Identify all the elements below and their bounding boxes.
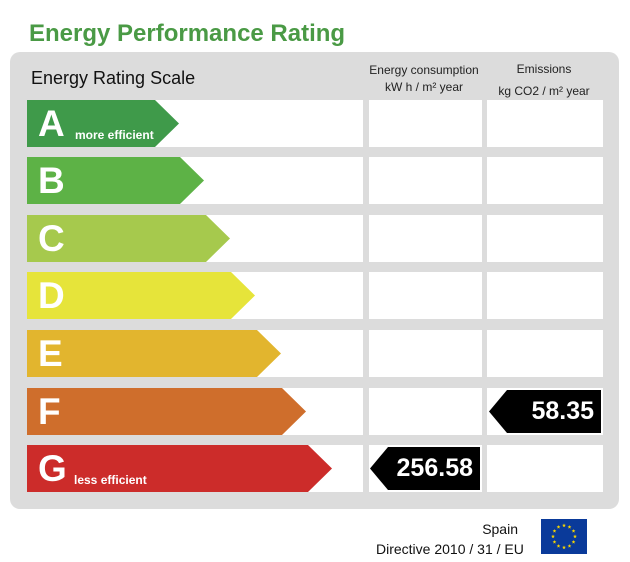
consumption-cell bbox=[369, 330, 482, 377]
rating-row-e: E bbox=[0, 330, 630, 377]
emissions-cell bbox=[487, 157, 603, 204]
flag-star bbox=[551, 534, 555, 539]
rating-bar: D bbox=[27, 272, 255, 319]
emissions-cell bbox=[487, 100, 603, 147]
rating-letter: A bbox=[38, 103, 65, 144]
consumption-cell bbox=[369, 215, 482, 262]
consumption-header-line1: Energy consumption bbox=[369, 63, 479, 77]
emissions-header-line2: kg CO2 / m² year bbox=[498, 84, 590, 98]
rating-note: more efficient bbox=[75, 128, 154, 142]
footer-directive: Directive 2010 / 31 / EU bbox=[376, 541, 524, 557]
flag-star bbox=[562, 523, 566, 528]
rating-letter: D bbox=[38, 275, 65, 316]
rating-bar: C bbox=[27, 215, 230, 262]
rating-letter: G bbox=[38, 448, 67, 489]
flag-star bbox=[567, 524, 572, 529]
rating-bar: G less efficient bbox=[27, 445, 332, 492]
emissions-cell bbox=[487, 215, 603, 262]
rating-row-c: C bbox=[0, 215, 630, 262]
consumption-column-header: Energy consumption kW h / m² year bbox=[364, 62, 484, 96]
consumption-cell bbox=[369, 157, 482, 204]
rating-letter: C bbox=[38, 218, 65, 259]
rating-bar: E bbox=[27, 330, 281, 377]
consumption-header-line2: kW h / m² year bbox=[384, 80, 463, 94]
flag-star bbox=[571, 540, 576, 544]
page-title: Energy Performance Rating bbox=[29, 20, 346, 47]
eu-flag-icon bbox=[541, 519, 587, 554]
rating-letter: E bbox=[38, 333, 63, 374]
scale-title: Energy Rating Scale bbox=[31, 68, 196, 88]
footer-country: Spain bbox=[482, 521, 518, 537]
rating-row-d: D bbox=[0, 272, 630, 319]
emissions-cell bbox=[487, 445, 603, 492]
rating-row-g: G less efficient 256.58 bbox=[0, 445, 630, 492]
rating-row-b: B bbox=[0, 157, 630, 204]
rating-bar: F bbox=[27, 388, 306, 435]
flag-star bbox=[552, 540, 557, 544]
flag-star bbox=[571, 529, 576, 533]
consumption-cell bbox=[369, 272, 482, 319]
rating-letter: F bbox=[38, 391, 61, 432]
flag-star bbox=[567, 544, 572, 548]
consumption-value-tag: 256.58 bbox=[370, 447, 480, 490]
emissions-cell bbox=[487, 272, 603, 319]
flag-star bbox=[573, 534, 577, 539]
flag-stars bbox=[551, 523, 577, 550]
emissions-column-header: Emissions kg CO2 / m² year bbox=[484, 61, 604, 100]
consumption-cell bbox=[369, 388, 482, 435]
rating-note: less efficient bbox=[74, 473, 147, 487]
flag-star bbox=[552, 529, 557, 533]
rating-row-f: F 58.35 bbox=[0, 388, 630, 435]
emissions-cell bbox=[487, 330, 603, 377]
flag-star bbox=[562, 545, 566, 550]
emissions-value-tag: 58.35 bbox=[489, 390, 601, 433]
flag-star bbox=[556, 524, 561, 529]
rating-bar: A more efficient bbox=[27, 100, 179, 147]
emissions-header-line1: Emissions bbox=[516, 62, 572, 76]
rating-row-a: A more efficient bbox=[0, 100, 630, 147]
consumption-cell bbox=[369, 100, 482, 147]
rating-letter: B bbox=[38, 160, 65, 201]
flag-star bbox=[556, 544, 561, 548]
rating-bar: B bbox=[27, 157, 204, 204]
